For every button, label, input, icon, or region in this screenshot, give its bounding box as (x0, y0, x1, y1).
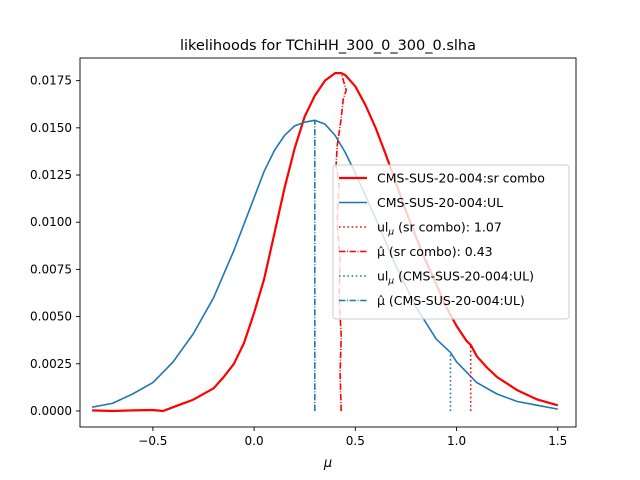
x-tick-label: 1.0 (447, 434, 466, 448)
x-axis-label: μ (323, 456, 332, 471)
legend-label: ulμ (sr combo): 1.07 (377, 220, 502, 238)
y-tick-label: 0.0050 (30, 310, 72, 324)
x-tick-label: 0.5 (346, 434, 365, 448)
chart-title: likelihoods for TChiHH_300_0_300_0.slha (180, 38, 476, 54)
axes-frame (79, 57, 577, 428)
plot-area (79, 57, 577, 428)
legend-label: CMS-SUS-20-004:UL (377, 195, 503, 210)
y-tick-label: 0.0025 (30, 357, 72, 371)
y-tick-label: 0.0075 (30, 262, 72, 276)
x-axis: −0.5 0.0 0.5 1.0 1.5 (138, 427, 567, 448)
x-tick-label: −0.5 (138, 434, 167, 448)
legend-label: CMS-SUS-20-004:sr combo (377, 171, 545, 186)
y-tick-label: 0.0000 (30, 404, 72, 418)
y-tick-label: 0.0100 (30, 215, 72, 229)
legend-label: ulμ (CMS-SUS-20-004:UL) (377, 269, 534, 287)
y-tick-label: 0.0175 (30, 74, 72, 88)
y-axis: 0.0000 0.0025 0.0050 0.0075 0.0100 0.0125 0.01… (30, 74, 80, 418)
x-tick-label: 0.0 (245, 434, 264, 448)
series-line-2 (91, 119, 558, 410)
x-tick-label: 1.5 (548, 434, 567, 448)
legend-label: μ̂ (sr combo): 0.43 (377, 244, 493, 259)
legend-label: μ̂ (CMS-SUS-20-004:UL) (377, 293, 525, 308)
legend: CMS-SUS-20-004:sr combo CMS-SUS-20-004:UL… (332, 164, 570, 320)
y-tick-label: 0.0125 (30, 168, 72, 182)
y-tick-label: 0.0150 (30, 121, 72, 135)
legend-box (332, 164, 570, 320)
